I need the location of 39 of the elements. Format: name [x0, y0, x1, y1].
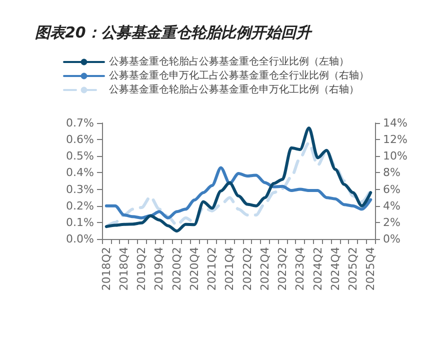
x-tick-label: 2021Q4	[223, 247, 236, 291]
chart-title: 图表20：公募基金重仓轮胎比例开始回升	[35, 24, 313, 42]
legend-label: 公募基金重仓轮胎占公募基金重仓申万化工比例（右轴）	[109, 84, 359, 96]
x-tick-label: 2023Q2	[276, 247, 290, 291]
y-tick-label: 0.4%	[66, 166, 94, 180]
y2-tick-label: 14%	[383, 116, 408, 130]
y-tick-label: 0.0%	[66, 232, 94, 246]
x-tick-label: 2022Q4	[258, 247, 272, 291]
y2-tick-label: 4%	[383, 199, 400, 212]
line-series	[104, 141, 372, 228]
y-tick-label: 0.3%	[66, 182, 94, 196]
x-tick-label: 2020Q4	[188, 247, 201, 291]
x-tick-label: 2018Q4	[118, 247, 131, 291]
y2-tick-label: 10%	[383, 150, 408, 163]
y2-tick-label: 2%	[383, 216, 400, 229]
y-tick-label: 0.2%	[66, 199, 94, 212]
y-tick-label: 0.7%	[66, 116, 94, 130]
y2-tick-label: 12%	[383, 133, 408, 146]
y-tick-label: 0.5%	[66, 150, 94, 163]
x-tick-label: 2018Q2	[100, 247, 113, 291]
legend-label: 公募基金重仓申万化工占公募基金重仓全行业比例（右轴）	[109, 70, 369, 82]
y-tick-label: 0.1%	[66, 216, 94, 229]
x-tick-label: 2022Q2	[240, 247, 254, 291]
x-tick-label: 2024Q2	[311, 247, 324, 291]
y2-tick-label: 0%	[383, 232, 400, 246]
y-tick-label: 0.6%	[66, 133, 94, 146]
x-tick-label: 2025Q2	[346, 247, 360, 291]
y2-tick-label: 6%	[383, 182, 400, 196]
line-series	[104, 166, 372, 220]
x-tick-label: 2023Q4	[294, 247, 307, 291]
x-tick-label: 2019Q2	[135, 247, 148, 291]
x-tick-label: 2019Q4	[152, 247, 166, 291]
x-tick-label: 2024Q4	[328, 247, 342, 291]
x-tick-label: 2021Q2	[206, 247, 219, 291]
line-series	[104, 126, 372, 233]
y2-tick-label: 8%	[383, 166, 400, 180]
x-tick-label: 2020Q2	[170, 247, 184, 291]
x-tick-label: 2025Q4	[364, 247, 378, 291]
legend-label: 公募基金重仓轮胎占公募基金重仓全行业比例（左轴）	[109, 56, 349, 68]
